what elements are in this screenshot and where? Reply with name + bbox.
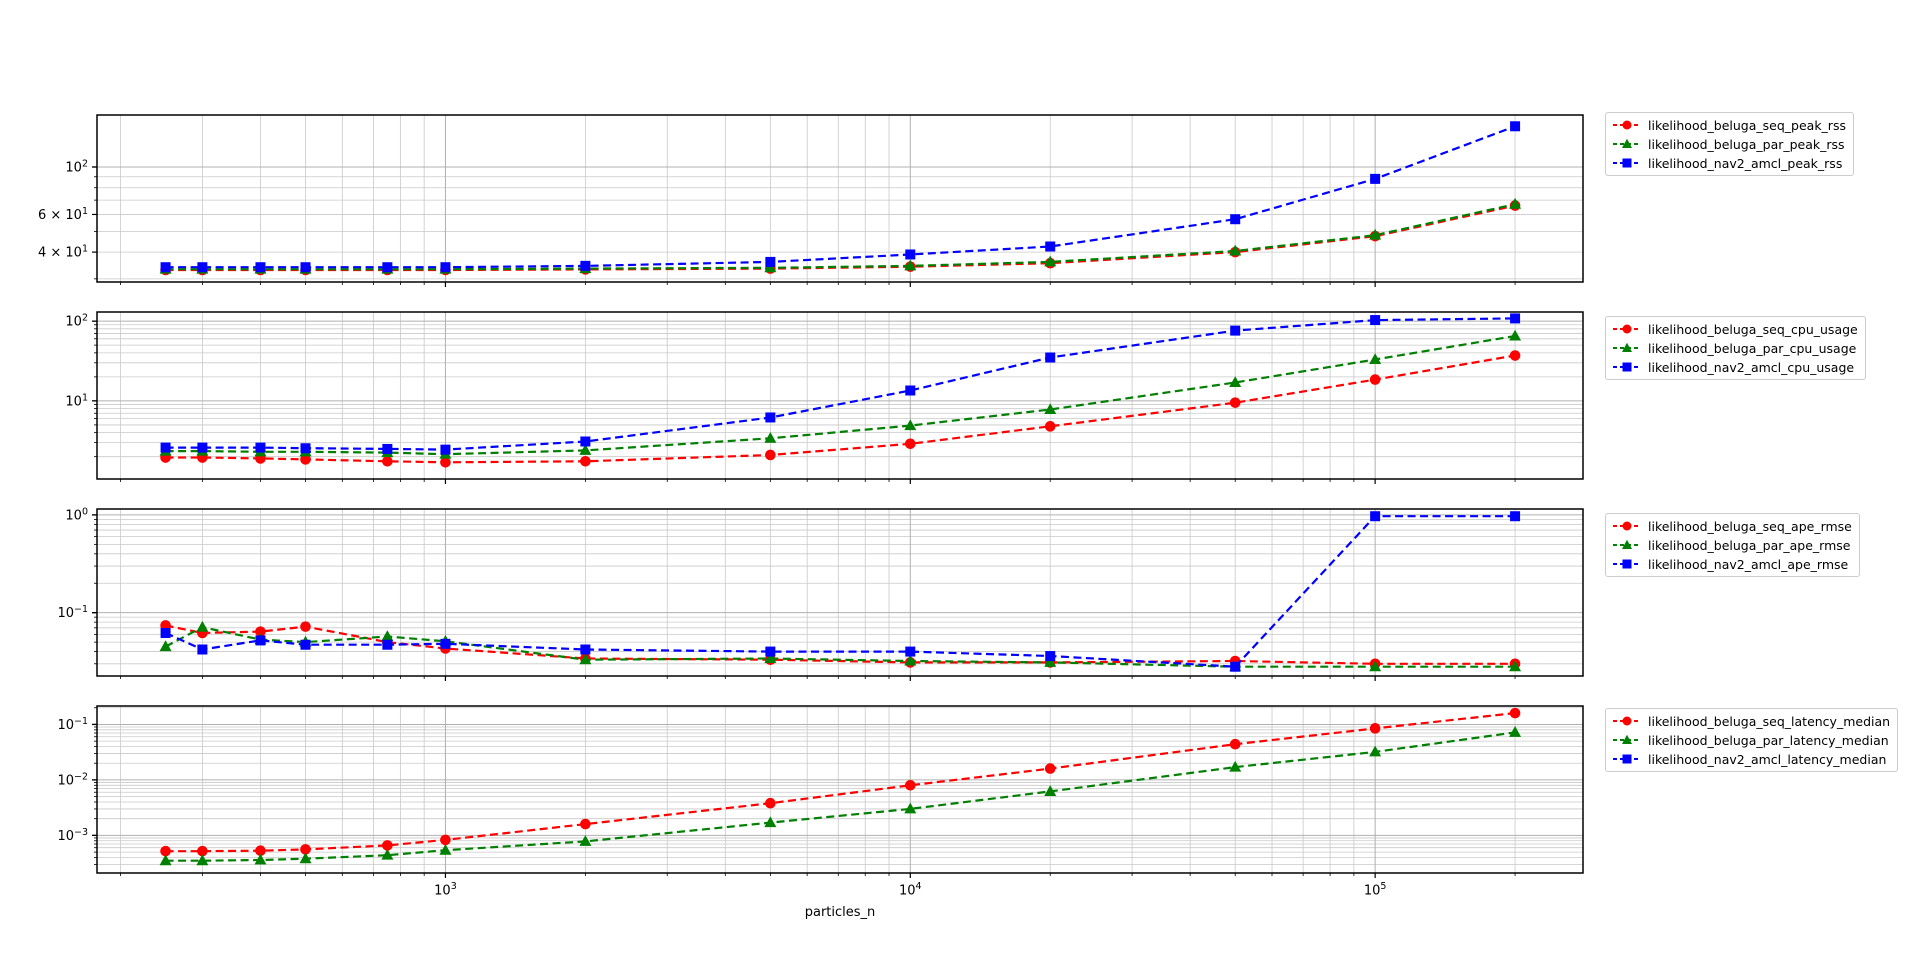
plot-border (96, 705, 1584, 874)
y-tick-label: 10−1 (57, 716, 88, 733)
major-grid (97, 115, 1583, 282)
legend-marker-icon (1613, 716, 1641, 726)
plot-border (96, 508, 1584, 677)
legend-item: likelihood_nav2_amcl_cpu_usage (1612, 358, 1858, 376)
legend-label: likelihood_nav2_amcl_peak_rss (1648, 155, 1843, 171)
y-tick-label: 10−3 (57, 827, 88, 844)
y-tick-label: 101 (65, 392, 88, 409)
legend-label: likelihood_beluga_seq_peak_rss (1648, 117, 1846, 133)
y-tick-label: 10−1 (57, 604, 88, 621)
legend-item: likelihood_beluga_seq_peak_rss (1612, 116, 1846, 134)
y-tick-label: 4 × 101 (38, 244, 88, 261)
legend-peak-rss: likelihood_beluga_seq_peak_rss likelihood… (1605, 112, 1854, 176)
minor-grid (97, 509, 1583, 676)
x-tick-label: 104 (898, 881, 922, 899)
legend-item: likelihood_beluga_seq_latency_median (1612, 712, 1890, 730)
series-ape-rmse-amcl (160, 511, 1521, 672)
legend-item: likelihood_beluga_seq_ape_rmse (1612, 517, 1852, 535)
series-latency-median-seq (160, 707, 1521, 857)
legend-label: likelihood_beluga_par_peak_rss (1648, 136, 1845, 152)
x-tick-label: 105 (1363, 881, 1387, 899)
legend-label: likelihood_beluga_seq_latency_median (1648, 713, 1891, 729)
legend-item: likelihood_nav2_amcl_ape_rmse (1612, 555, 1852, 573)
subplot-latency-median: 10−1 10−2 10−3 (57, 705, 1584, 878)
tick-marks (92, 707, 1516, 878)
legend-label: likelihood_nav2_amcl_latency_median (1648, 751, 1887, 767)
legend-marker-icon (1613, 734, 1641, 744)
legend-label: likelihood_beluga_par_ape_rmse (1648, 537, 1851, 553)
legend-item: likelihood_nav2_amcl_latency_median (1612, 750, 1890, 768)
x-axis-label: particles_n (804, 905, 876, 920)
series-latency-median-par (159, 726, 1522, 866)
y-tick-label: 100 (65, 506, 88, 523)
legend-label: likelihood_beluga_seq_cpu_usage (1648, 321, 1858, 337)
y-tick-label: 6 × 101 (38, 206, 88, 223)
tick-marks (92, 166, 1516, 287)
legend-marker-icon (1613, 138, 1641, 148)
y-tick-label: 102 (65, 158, 88, 175)
legend-marker-icon (1613, 539, 1641, 549)
legend-item: likelihood_beluga_par_cpu_usage (1612, 339, 1858, 357)
legend-item: likelihood_beluga_par_ape_rmse (1612, 536, 1852, 554)
legend-marker-icon (1613, 342, 1641, 352)
subplot-ape-rmse: 100 10−1 (57, 506, 1584, 681)
series-peak-rss-par (159, 197, 1522, 274)
legend-marker-icon (1613, 324, 1641, 334)
series-cpu-usage-amcl (160, 313, 1521, 455)
legend-item: likelihood_nav2_amcl_peak_rss (1612, 154, 1846, 172)
legend-label: likelihood_beluga_par_cpu_usage (1648, 340, 1857, 356)
series-peak-rss-seq (160, 200, 1521, 276)
series-cpu-usage-par (159, 329, 1522, 459)
plot-border (96, 114, 1584, 283)
legend-marker-icon (1613, 754, 1641, 764)
legend-marker-icon (1613, 120, 1641, 130)
legend-cpu-usage: likelihood_beluga_seq_cpu_usage likelihoo… (1605, 316, 1866, 380)
subplot-cpu-usage: 102 101 (65, 311, 1584, 484)
legend-label: likelihood_nav2_amcl_cpu_usage (1648, 359, 1855, 375)
minor-grid (97, 312, 1583, 479)
plot-border (96, 311, 1584, 480)
y-tick-label: 10−2 (57, 771, 88, 788)
legend-label: likelihood_beluga_par_latency_median (1648, 732, 1889, 748)
major-grid (97, 312, 1583, 479)
legend-marker-icon (1613, 559, 1641, 569)
legend-item: likelihood_beluga_par_latency_median (1612, 731, 1890, 749)
subplot-peak-rss: 102 6 × 101 4 × 101 (38, 114, 1584, 287)
x-tick-label: 103 (434, 881, 457, 899)
legend-marker-icon (1613, 158, 1641, 168)
series-cpu-usage-seq (160, 350, 1521, 468)
minor-grid (97, 706, 1583, 873)
legend-marker-icon (1613, 362, 1641, 372)
tick-marks (92, 320, 1516, 484)
tick-marks (92, 514, 1516, 681)
legend-item: likelihood_beluga_par_peak_rss (1612, 135, 1846, 153)
legend-label: likelihood_nav2_amcl_ape_rmse (1648, 556, 1849, 572)
legend-item: likelihood_beluga_seq_cpu_usage (1612, 320, 1858, 338)
legend-label: likelihood_beluga_seq_ape_rmse (1648, 518, 1852, 534)
legend-ape-rmse: likelihood_beluga_seq_ape_rmse likelihood… (1605, 513, 1860, 577)
legend-marker-icon (1613, 521, 1641, 531)
series-peak-rss-amcl (160, 121, 1521, 273)
minor-grid (97, 115, 1583, 282)
y-tick-label: 102 (65, 313, 88, 330)
